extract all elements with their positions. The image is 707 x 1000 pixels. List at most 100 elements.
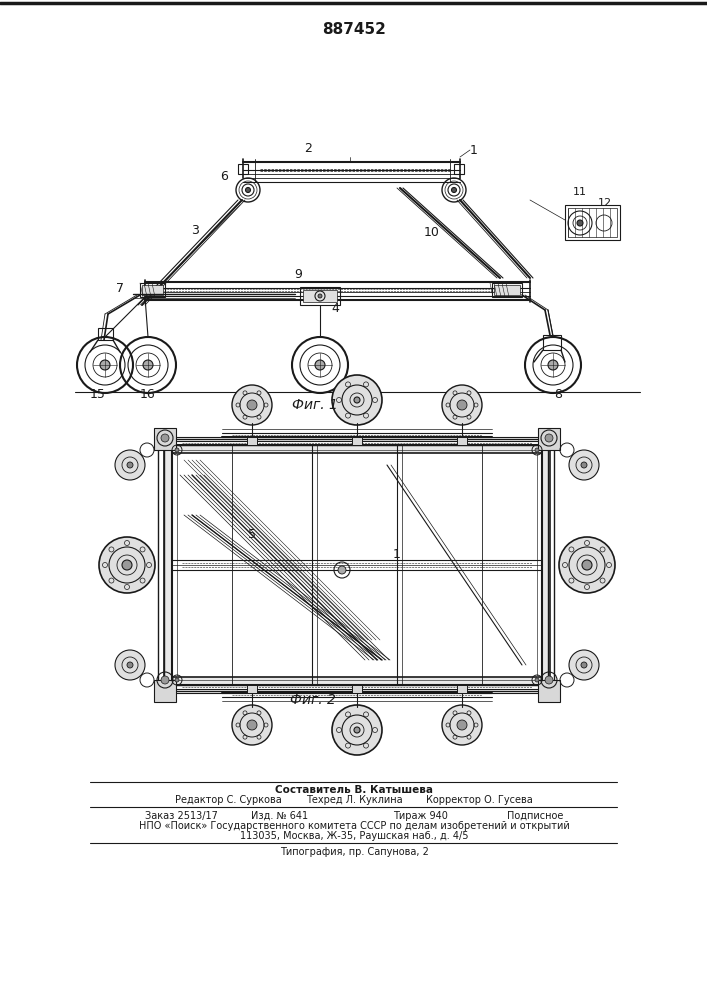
Circle shape (457, 400, 467, 410)
Bar (172, 445, 542, 453)
Circle shape (332, 375, 382, 425)
Text: 3: 3 (191, 224, 199, 236)
Bar (457, 685, 467, 693)
Circle shape (122, 560, 132, 570)
Bar (457, 437, 467, 445)
Bar (172, 445, 542, 685)
Text: 1: 1 (393, 548, 401, 562)
Circle shape (545, 676, 553, 684)
Bar (538, 680, 560, 702)
Bar (247, 685, 257, 693)
Text: Изд. № 641: Изд. № 641 (252, 811, 308, 821)
Text: 11: 11 (573, 187, 587, 197)
Circle shape (247, 720, 257, 730)
Bar (542, 445, 550, 685)
Bar (352, 685, 362, 693)
Text: Корректор О. Гусева: Корректор О. Гусева (426, 795, 533, 805)
Text: Заказ 2513/17: Заказ 2513/17 (145, 811, 218, 821)
Circle shape (354, 397, 360, 403)
Bar (492, 283, 522, 297)
Text: Техред Л. Куклина: Техред Л. Куклина (305, 795, 402, 805)
Circle shape (232, 385, 272, 425)
Bar (154, 680, 176, 702)
Circle shape (245, 188, 250, 192)
Circle shape (457, 720, 467, 730)
Text: Фиг. 1: Фиг. 1 (292, 398, 338, 412)
Bar (494, 285, 520, 295)
Circle shape (318, 294, 322, 298)
Circle shape (338, 566, 346, 574)
Circle shape (442, 705, 482, 745)
Bar (172, 677, 542, 685)
Circle shape (581, 462, 587, 468)
Bar (548, 445, 554, 685)
Bar (538, 428, 560, 450)
Text: 16: 16 (140, 388, 156, 401)
Text: Редактор С. Суркова: Редактор С. Суркова (175, 795, 282, 805)
Text: 6: 6 (220, 170, 228, 184)
Bar (172, 439, 542, 445)
Text: НПО «Поиск» Государственного комитета СССР по делам изобретений и открытий: НПО «Поиск» Государственного комитета СС… (139, 821, 569, 831)
Text: 7: 7 (116, 282, 124, 294)
Circle shape (232, 705, 272, 745)
Bar (568, 208, 617, 237)
Circle shape (175, 678, 179, 682)
Circle shape (569, 450, 599, 480)
Circle shape (569, 650, 599, 680)
Bar (98, 328, 113, 340)
Bar (565, 205, 620, 240)
Bar (154, 428, 176, 450)
Circle shape (161, 676, 169, 684)
Circle shape (548, 360, 558, 370)
Text: 2: 2 (304, 142, 312, 155)
Bar (543, 335, 561, 350)
Text: Составитель В. Катышева: Составитель В. Катышева (275, 785, 433, 795)
Circle shape (354, 727, 360, 733)
Circle shape (315, 360, 325, 370)
Text: 8: 8 (554, 388, 562, 401)
Circle shape (127, 462, 133, 468)
Text: 1: 1 (470, 143, 478, 156)
Bar (300, 287, 340, 305)
Text: 9: 9 (294, 268, 302, 282)
Text: Тираж 940: Тираж 940 (392, 811, 448, 821)
Circle shape (581, 662, 587, 668)
Circle shape (115, 650, 145, 680)
Circle shape (535, 448, 539, 452)
Text: 887452: 887452 (322, 22, 386, 37)
Bar (164, 445, 172, 685)
Text: 12: 12 (598, 198, 612, 208)
Bar (352, 437, 362, 445)
Text: 4: 4 (331, 302, 339, 314)
Circle shape (99, 537, 155, 593)
Text: 10: 10 (424, 226, 440, 238)
Text: Фиг. 2: Фиг. 2 (290, 693, 336, 707)
Circle shape (143, 360, 153, 370)
Bar (142, 285, 163, 295)
Bar (158, 445, 164, 685)
Bar (140, 283, 165, 297)
Bar (172, 685, 542, 691)
Bar (177, 450, 537, 680)
Circle shape (161, 434, 169, 442)
Circle shape (559, 537, 615, 593)
Circle shape (247, 400, 257, 410)
Circle shape (332, 705, 382, 755)
Text: 5: 5 (248, 528, 256, 542)
Bar (247, 437, 257, 445)
Circle shape (545, 434, 553, 442)
Circle shape (577, 220, 583, 226)
Circle shape (115, 450, 145, 480)
Text: 113035, Москва, Ж-35, Раушская наб., д. 4/5: 113035, Москва, Ж-35, Раушская наб., д. … (240, 831, 468, 841)
Circle shape (582, 560, 592, 570)
Bar (238, 164, 248, 174)
Text: 15: 15 (90, 388, 106, 401)
Text: Подписное: Подписное (507, 811, 563, 821)
Circle shape (127, 662, 133, 668)
Bar (454, 164, 464, 174)
Circle shape (535, 678, 539, 682)
Circle shape (452, 188, 457, 192)
Circle shape (100, 360, 110, 370)
Bar (303, 290, 337, 302)
Text: Типография, пр. Сапунова, 2: Типография, пр. Сапунова, 2 (279, 847, 428, 857)
